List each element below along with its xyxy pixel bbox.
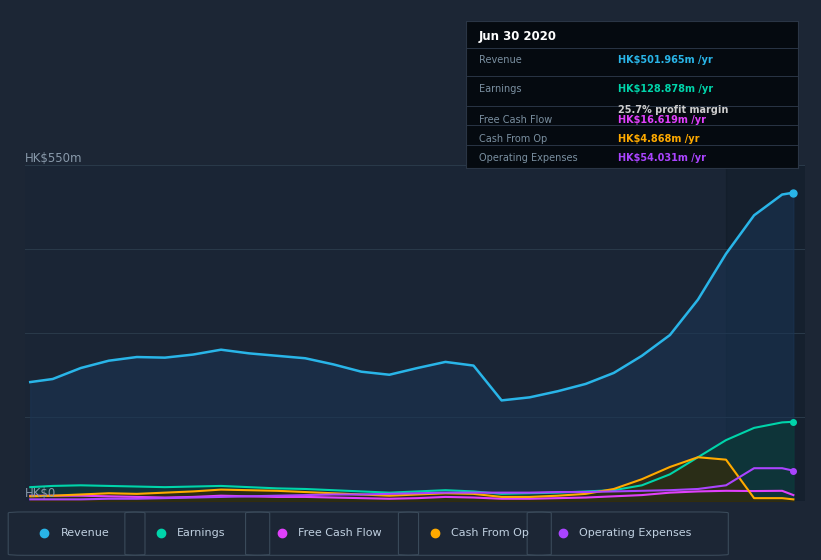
Text: Operating Expenses: Operating Expenses: [580, 528, 692, 538]
Text: Revenue: Revenue: [61, 528, 109, 538]
Text: Earnings: Earnings: [479, 85, 521, 95]
Text: HK$4.868m /yr: HK$4.868m /yr: [618, 134, 700, 144]
Text: Revenue: Revenue: [479, 55, 521, 65]
Text: Free Cash Flow: Free Cash Flow: [298, 528, 382, 538]
Text: Cash From Op: Cash From Op: [451, 528, 529, 538]
Text: HK$0: HK$0: [25, 487, 56, 500]
Text: HK$54.031m /yr: HK$54.031m /yr: [618, 153, 706, 164]
Text: HK$501.965m /yr: HK$501.965m /yr: [618, 55, 713, 65]
Text: Cash From Op: Cash From Op: [479, 134, 547, 144]
Text: Operating Expenses: Operating Expenses: [479, 153, 577, 164]
Bar: [726, 165, 810, 501]
Text: HK$550m: HK$550m: [25, 152, 82, 165]
Text: HK$128.878m /yr: HK$128.878m /yr: [618, 85, 713, 95]
Text: Earnings: Earnings: [177, 528, 226, 538]
Text: 25.7% profit margin: 25.7% profit margin: [618, 105, 729, 115]
Text: Jun 30 2020: Jun 30 2020: [479, 30, 557, 43]
Text: Free Cash Flow: Free Cash Flow: [479, 115, 552, 125]
Text: HK$16.619m /yr: HK$16.619m /yr: [618, 115, 706, 125]
